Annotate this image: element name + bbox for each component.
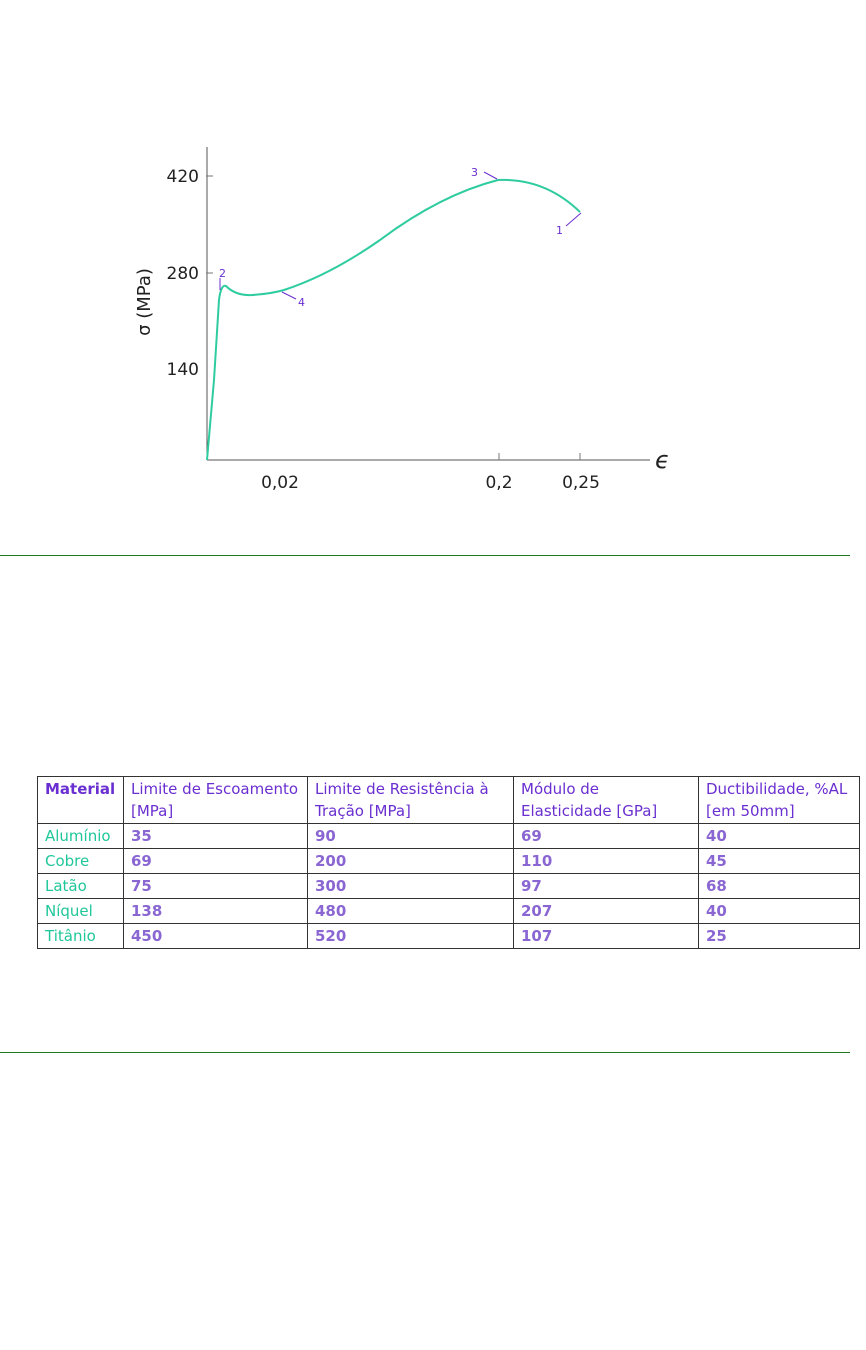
value-cell: 69 bbox=[513, 823, 699, 849]
header-row: Material Limite de Escoamento [MPa] Limite… bbox=[37, 776, 860, 824]
x-tick-label: 0,02 bbox=[261, 473, 299, 493]
header-cell: Ductibilidade, %AL [em 50mm] bbox=[698, 776, 860, 824]
value-cell: 97 bbox=[513, 873, 699, 899]
separator bbox=[0, 555, 850, 556]
value-cell: 520 bbox=[307, 923, 514, 949]
value-cell: 207 bbox=[513, 898, 699, 924]
x-tick-label: 0,2 bbox=[485, 473, 512, 493]
annotation: 4 bbox=[298, 296, 305, 309]
stress-strain-curve bbox=[206, 178, 581, 461]
separator bbox=[0, 1052, 850, 1053]
table-row: Cobre 69 200 110 45 bbox=[37, 848, 860, 874]
value-cell: 450 bbox=[123, 923, 308, 949]
material-table: Material Limite de Escoamento [MPa] Limite… bbox=[37, 776, 860, 949]
value-cell: 45 bbox=[698, 848, 860, 874]
material-cell: Alumínio bbox=[37, 823, 124, 849]
value-cell: 480 bbox=[307, 898, 514, 924]
value-cell: 90 bbox=[307, 823, 514, 849]
annotation: 1 bbox=[556, 224, 563, 237]
annotation: 3 bbox=[471, 166, 478, 179]
header-cell: Material bbox=[37, 776, 124, 824]
value-cell: 40 bbox=[698, 823, 860, 849]
value-cell: 68 bbox=[698, 873, 860, 899]
y-tick-label: 420 bbox=[167, 167, 199, 187]
material-cell: Cobre bbox=[37, 848, 124, 874]
table-row: Níquel 138 480 207 40 bbox=[37, 898, 860, 924]
value-cell: 75 bbox=[123, 873, 308, 899]
material-cell: Titânio bbox=[37, 923, 124, 949]
x-axis-label: ϵ bbox=[655, 446, 670, 474]
value-cell: 200 bbox=[307, 848, 514, 874]
header-cell: Limite de Escoamento [MPa] bbox=[123, 776, 308, 824]
table-row: Latão 75 300 97 68 bbox=[37, 873, 860, 899]
value-cell: 25 bbox=[698, 923, 860, 949]
material-cell: Latão bbox=[37, 873, 124, 899]
chart: 420 280 140 0,02 0,2 0,25 σ (MPa) ϵ 1 2 … bbox=[134, 147, 670, 493]
y-axis-label: σ (MPa) bbox=[134, 268, 155, 336]
value-cell: 138 bbox=[123, 898, 308, 924]
value-cell: 110 bbox=[513, 848, 699, 874]
value-cell: 40 bbox=[698, 898, 860, 924]
table-row: Alumínio 35 90 69 40 bbox=[37, 823, 860, 849]
y-tick-label: 280 bbox=[167, 264, 199, 284]
header-cell: Limite de Resistência à Tração [MPa] bbox=[307, 776, 514, 824]
table-row: Titânio 450 520 107 25 bbox=[37, 923, 860, 949]
header-cell: Módulo de Elasticidade [GPa] bbox=[513, 776, 699, 824]
value-cell: 69 bbox=[123, 848, 308, 874]
y-tick-label: 140 bbox=[167, 360, 199, 380]
annotation: 2 bbox=[219, 267, 226, 280]
material-cell: Níquel bbox=[37, 898, 124, 924]
x-tick-label: 0,25 bbox=[562, 473, 600, 493]
value-cell: 300 bbox=[307, 873, 514, 899]
value-cell: 35 bbox=[123, 823, 308, 849]
value-cell: 107 bbox=[513, 923, 699, 949]
